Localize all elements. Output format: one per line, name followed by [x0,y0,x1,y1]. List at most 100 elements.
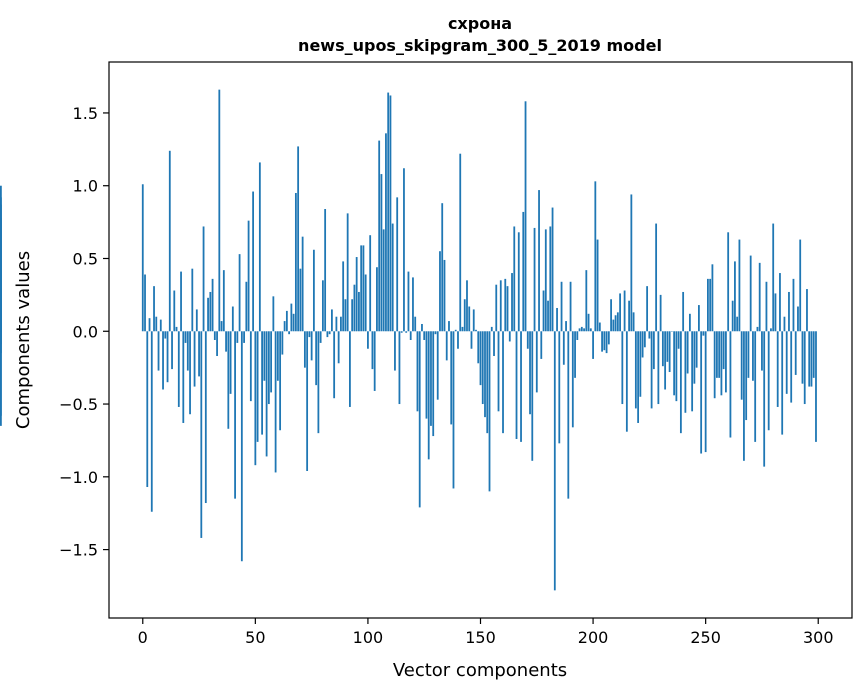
bar [531,331,534,461]
bar [747,331,750,378]
bar [691,331,694,412]
bar [0,331,2,416]
bar [686,331,689,374]
bar [202,226,205,332]
bar [740,331,743,400]
bar [499,280,502,332]
bar [186,331,189,371]
bar [650,331,653,409]
y-tick-label: −1.5 [59,541,98,560]
bar [353,284,356,332]
bar [637,331,640,423]
x-tick-label: 200 [578,628,609,647]
bar [380,174,383,332]
bar [227,331,230,429]
bar [731,300,734,332]
x-axis-label: Vector components [393,660,567,681]
bar [249,331,252,402]
y-axis-label: Components values [13,251,34,429]
bar [425,331,428,419]
bar [513,226,516,332]
bar [598,322,601,332]
bar [761,331,763,371]
bar [700,331,703,454]
chart-title: схрона [448,14,512,33]
bar [448,321,450,332]
bar [272,296,275,332]
bar [141,184,144,332]
bar [351,299,354,332]
bar [317,331,320,434]
bar [423,331,426,340]
bar [495,284,498,332]
bar [463,299,466,332]
bar [544,229,547,332]
bar [254,331,257,466]
bar [385,133,387,332]
bar [283,321,286,332]
bar [504,278,507,332]
bar [364,274,367,332]
bar [567,331,570,499]
bar [164,331,167,339]
bar [529,331,531,415]
bar [551,207,554,332]
bar [195,309,198,332]
bar [457,331,459,349]
bar [200,331,203,538]
bar [439,251,441,332]
bar [400,331,403,333]
x-tick-label: 300 [803,628,834,647]
bar [180,271,182,332]
bar [146,331,149,488]
bars-group [0,89,817,591]
bar [349,331,351,407]
bar [560,281,563,332]
bar [177,331,180,407]
bar [479,331,482,386]
bar [533,227,536,332]
bar [776,331,779,407]
bar [553,331,556,591]
bar [556,307,558,332]
bar [612,319,615,332]
bar [281,331,284,355]
bar [191,268,194,332]
bar [794,331,797,375]
bar [303,331,306,368]
bar [639,331,642,397]
bar [459,153,462,332]
bar [387,92,390,332]
bar [758,262,761,332]
bar [468,306,471,332]
x-tick-label: 0 [138,628,148,647]
bar [391,223,394,332]
bar [515,331,518,439]
bar [378,140,381,332]
bar [328,331,331,335]
bar [549,226,552,332]
bar [661,331,664,367]
bar [666,331,669,362]
bar [542,290,545,332]
bar [558,331,561,444]
y-tick-label: −0.5 [59,395,98,414]
bar [407,271,410,332]
bar [204,331,207,504]
bar [790,331,793,403]
bar [236,331,239,343]
bar [427,331,430,460]
bar [342,261,345,332]
bar [601,331,603,352]
bar [144,274,146,332]
bar [788,291,790,332]
bar [376,267,378,332]
bar [664,331,667,390]
chart-subtitle: news_upos_skipgram_300_5_2019 model [298,36,662,55]
bar [414,316,417,332]
bar [432,331,435,437]
bar [346,213,349,332]
bar [594,181,597,332]
bar [355,257,358,332]
bar [810,331,813,387]
